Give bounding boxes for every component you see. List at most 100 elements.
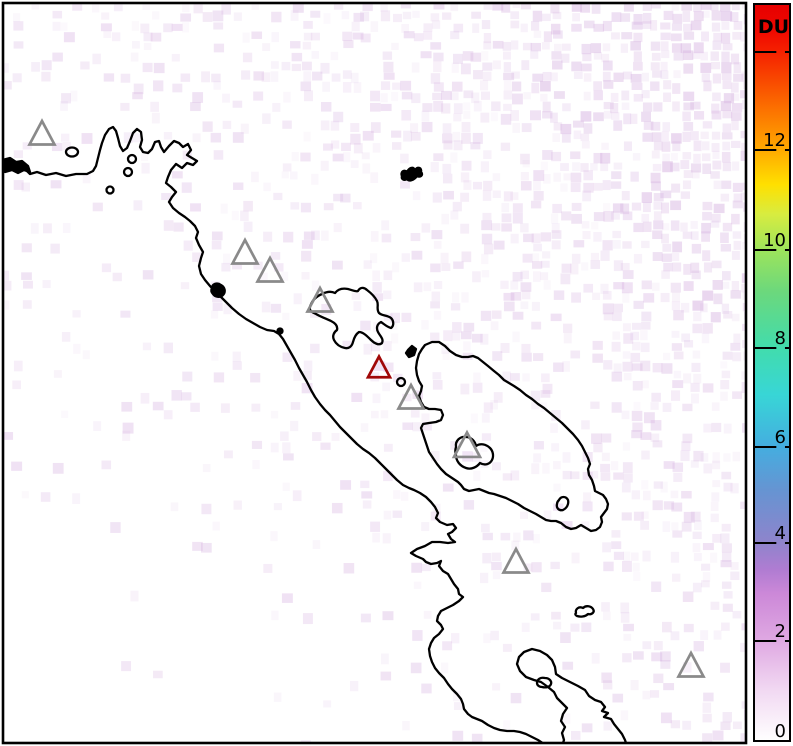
du-pixel xyxy=(721,51,730,63)
du-pixel xyxy=(171,390,182,401)
du-pixel xyxy=(730,82,739,93)
du-pixel xyxy=(13,41,24,49)
du-pixel xyxy=(561,133,571,143)
du-pixel xyxy=(560,273,571,285)
du-pixel xyxy=(4,300,10,310)
du-pixel xyxy=(652,500,663,511)
du-pixel xyxy=(171,23,183,31)
du-pixel xyxy=(510,373,520,381)
volcano-marker xyxy=(501,546,531,574)
du-pixel xyxy=(533,180,541,191)
du-pixel xyxy=(392,142,402,150)
map-frame xyxy=(1,1,748,745)
du-pixel xyxy=(430,263,441,273)
du-pixel xyxy=(41,60,52,71)
du-pixel xyxy=(721,271,731,281)
du-pixel xyxy=(92,202,103,212)
du-pixel xyxy=(743,233,745,244)
du-pixel xyxy=(731,93,740,101)
du-pixel xyxy=(670,162,680,172)
du-pixel xyxy=(360,480,370,489)
du-pixel xyxy=(411,93,421,104)
du-pixel xyxy=(411,250,423,260)
du-pixel xyxy=(283,231,294,243)
du-raster-field xyxy=(4,4,745,742)
du-pixel xyxy=(392,82,401,90)
du-pixel xyxy=(380,671,392,681)
du-pixel xyxy=(471,733,483,742)
du-pixel xyxy=(701,563,711,571)
du-pixel xyxy=(232,262,242,270)
du-pixel xyxy=(672,530,683,538)
du-pixel xyxy=(450,4,459,12)
du-pixel xyxy=(633,93,643,102)
du-pixel xyxy=(472,181,483,190)
du-pixel xyxy=(4,432,14,440)
du-pixel xyxy=(452,53,463,64)
du-pixel xyxy=(642,690,651,700)
du-pixel xyxy=(620,203,630,215)
du-pixel xyxy=(611,211,620,220)
du-pixel xyxy=(671,183,681,193)
du-pixel xyxy=(460,192,470,202)
du-pixel xyxy=(503,292,515,301)
du-pixel xyxy=(520,282,532,292)
du-pixel xyxy=(733,333,741,344)
du-pixel xyxy=(413,282,423,293)
du-pixel xyxy=(433,4,445,10)
du-pixel xyxy=(740,90,745,99)
du-pixel xyxy=(653,193,664,202)
du-pixel xyxy=(631,82,643,90)
du-pixel xyxy=(520,270,529,280)
du-pixel xyxy=(603,80,614,89)
du-pixel xyxy=(742,423,745,433)
du-pixel xyxy=(732,103,743,112)
du-pixel xyxy=(301,240,313,249)
du-pixel xyxy=(173,222,184,232)
du-pixel xyxy=(392,510,403,518)
du-pixel xyxy=(611,112,620,120)
du-pixel xyxy=(710,513,719,523)
du-pixel xyxy=(130,590,139,602)
du-pixel xyxy=(603,721,612,731)
du-pixel xyxy=(700,62,712,73)
du-pixel xyxy=(680,222,688,232)
du-pixel xyxy=(622,442,631,451)
du-pixel xyxy=(132,41,140,49)
du-pixel xyxy=(672,292,680,303)
du-pixel xyxy=(670,282,681,293)
du-pixel xyxy=(500,343,510,353)
du-pixel xyxy=(101,263,112,273)
du-pixel xyxy=(472,132,483,144)
du-pixel xyxy=(270,252,281,260)
du-pixel xyxy=(693,140,702,152)
du-pixel xyxy=(693,641,704,652)
du-pixel xyxy=(542,150,553,160)
du-pixel xyxy=(711,143,720,152)
du-pixel xyxy=(533,353,544,362)
du-pixel xyxy=(611,171,622,180)
coastline-islet-dot xyxy=(276,327,284,335)
du-pixel xyxy=(742,291,745,300)
du-pixel xyxy=(641,213,650,223)
du-pixel xyxy=(142,342,152,351)
du-pixel xyxy=(501,223,512,232)
du-pixel xyxy=(672,262,682,272)
du-pixel xyxy=(671,4,679,11)
du-pixel xyxy=(702,702,712,713)
du-pixel xyxy=(163,410,173,420)
du-pixel xyxy=(510,233,519,244)
du-pixel xyxy=(561,43,571,51)
du-pixel xyxy=(410,410,420,418)
du-pixel xyxy=(571,292,582,303)
du-pixel xyxy=(580,111,592,122)
du-pixel xyxy=(730,571,740,581)
du-pixel xyxy=(460,331,472,340)
du-pixel xyxy=(721,21,730,30)
du-pixel xyxy=(621,560,632,572)
du-pixel xyxy=(320,62,330,74)
du-pixel xyxy=(602,20,612,32)
coastline-islet-ring xyxy=(395,376,407,388)
coastline-middle-island xyxy=(308,286,395,350)
du-pixel xyxy=(741,142,745,152)
